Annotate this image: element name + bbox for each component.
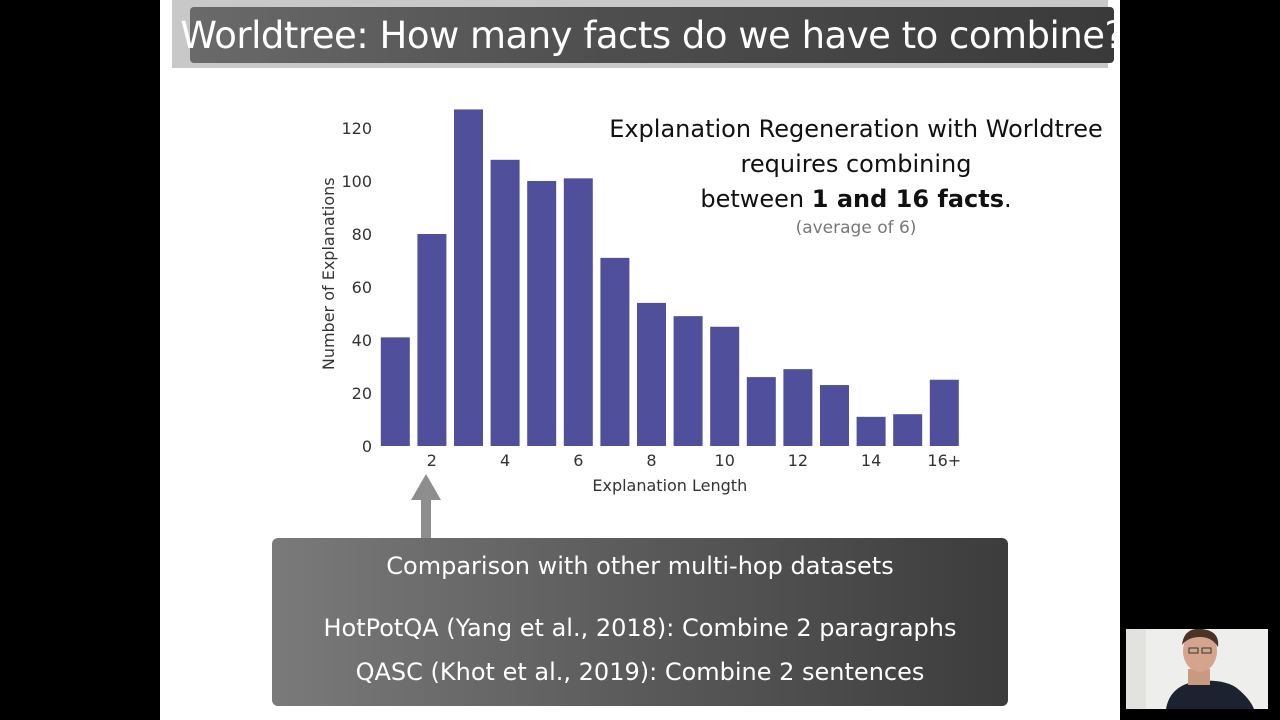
x-tick-label: 12 <box>788 451 808 470</box>
x-tick-label: 10 <box>715 451 735 470</box>
annotation-highlight: 1 and 16 facts <box>811 185 1005 213</box>
annotation-line-3-suffix: . <box>1004 185 1012 213</box>
bar-1 <box>380 337 410 446</box>
bar-16+ <box>929 379 959 446</box>
bar-6 <box>563 178 593 446</box>
y-tick-label: 100 <box>341 172 372 191</box>
bar-7 <box>600 257 630 446</box>
bar-4 <box>490 159 520 447</box>
x-tick-label: 16+ <box>927 451 961 470</box>
x-tick-label: 6 <box>573 451 583 470</box>
bar-9 <box>673 316 703 446</box>
title-bar: Worldtree: How many facts do we have to … <box>172 0 1120 68</box>
comparison-heading: Comparison with other multi-hop datasets <box>386 552 894 580</box>
annotation-line-1: Explanation Regeneration with Worldtree <box>609 115 1103 143</box>
bar-12 <box>783 369 813 446</box>
bar-10 <box>710 326 740 446</box>
y-tick-label: 20 <box>352 384 372 403</box>
webcam-thumbnail <box>1126 629 1268 709</box>
annotation-average: (average of 6) <box>795 218 917 238</box>
annotation-line-2: requires combining <box>740 150 972 178</box>
bar-chart: 0 20 40 60 80 100 120 2 4 6 8 10 12 14 16+ Explanation … <box>319 109 961 495</box>
comparison-qasc: QASC (Khot et al., 2019): Combine 2 sent… <box>355 658 925 686</box>
title-banner: Worldtree: How many facts do we have to … <box>180 7 1120 63</box>
comparison-box: Comparison with other multi-hop datasets… <box>272 538 1008 706</box>
presenter-video-image <box>1126 629 1268 709</box>
x-axis-label: Explanation Length <box>592 476 747 495</box>
x-tick-label: 4 <box>500 451 510 470</box>
bar-3 <box>454 109 483 446</box>
slide: Worldtree: How many facts do we have to … <box>160 0 1120 720</box>
y-tick-label: 0 <box>362 437 372 456</box>
y-axis-label: Number of Explanations <box>319 177 338 370</box>
bar-5 <box>527 181 557 446</box>
bar-11 <box>746 377 776 446</box>
bar-8 <box>637 302 666 446</box>
chart-annotation: Explanation Regeneration with Worldtree … <box>596 112 1116 239</box>
annotation-line-3: between 1 and 16 facts. <box>596 182 1116 217</box>
y-tick-label: 40 <box>352 331 372 350</box>
bar-15 <box>893 414 923 446</box>
y-tick-label: 80 <box>352 225 372 244</box>
x-tick-label: 8 <box>646 451 656 470</box>
bar-14 <box>856 416 886 446</box>
y-tick-label: 60 <box>352 278 372 297</box>
bar-2 <box>417 234 447 446</box>
bar-13 <box>820 385 849 446</box>
slide-title: Worldtree: How many facts do we have to … <box>180 13 1120 57</box>
up-arrow-icon <box>411 474 441 540</box>
x-tick-label: 2 <box>427 451 437 470</box>
y-tick-label: 120 <box>341 119 372 138</box>
annotation-line-3-prefix: between <box>700 185 812 213</box>
x-tick-label: 14 <box>861 451 881 470</box>
comparison-hotpotqa: HotPotQA (Yang et al., 2018): Combine 2 … <box>323 614 957 642</box>
